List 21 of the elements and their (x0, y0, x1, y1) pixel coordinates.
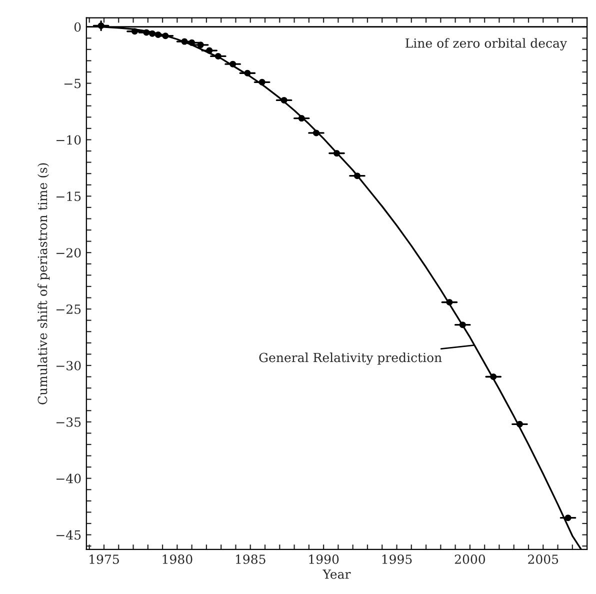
x-axis-title: Year (322, 570, 351, 579)
x-tick-label: 1985 (236, 554, 266, 564)
y-tick-label: −35 (56, 417, 81, 427)
y-axis-title: Cumulative shift of periastron time (s) (38, 163, 50, 404)
y-tick-label: −40 (56, 474, 81, 484)
y-tick-label: −30 (56, 360, 81, 370)
x-tick-label: 2000 (454, 554, 486, 564)
y-tick-label: −20 (56, 248, 81, 258)
y-tick-label: −15 (56, 192, 81, 202)
ref-line-label: Line of zero orbital decay (406, 38, 567, 50)
y-tick-label: −45 (56, 530, 81, 540)
x-tick-label: 2005 (528, 554, 558, 564)
x-tick-label: 1980 (162, 554, 192, 564)
annotation: General Relativity prediction (259, 352, 442, 365)
y-tick-label: 0 (74, 22, 81, 32)
y-tick-label: −10 (56, 135, 81, 145)
x-tick-label: 1990 (309, 554, 339, 564)
y-tick-label: −5 (64, 78, 81, 88)
y-tick-label: −25 (56, 304, 81, 314)
x-tick-label: 1995 (382, 554, 412, 564)
x-tick-label: 1975 (90, 554, 119, 564)
